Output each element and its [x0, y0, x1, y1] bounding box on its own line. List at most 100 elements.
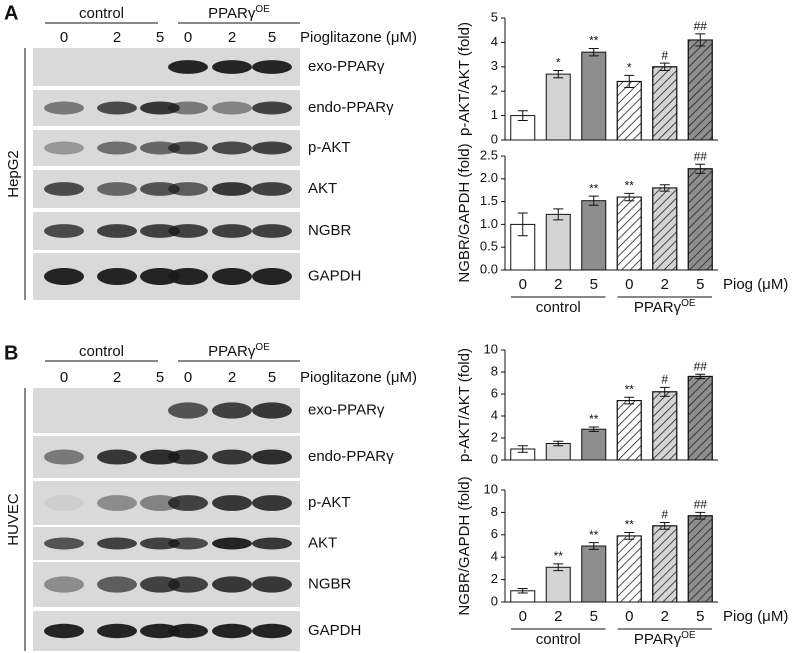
bar-hatch — [687, 515, 713, 603]
y-tick-label: 2.5 — [480, 147, 498, 162]
x-tick-label: 2 — [554, 608, 562, 625]
y-tick-label: 1.0 — [480, 216, 498, 231]
x-tick-label: 2 — [554, 276, 562, 293]
blot-band — [97, 576, 137, 593]
bar-hatch — [687, 168, 713, 271]
row-label: p-AKT — [308, 494, 351, 511]
blot-band — [140, 449, 180, 465]
blot-band — [44, 268, 84, 285]
row-label: endo-PPARγ — [308, 448, 394, 465]
group-sup: OE — [681, 630, 696, 641]
lane-label: 0 — [60, 369, 68, 386]
x-tick-label: 0 — [625, 608, 633, 625]
row-label: GAPDH — [308, 622, 361, 639]
y-axis-label: NGBR/GAPDH (fold) — [456, 476, 473, 615]
error-bar — [588, 48, 599, 57]
error-bar — [553, 69, 564, 79]
blot-band — [168, 60, 208, 74]
lane-label: 5 — [156, 369, 164, 386]
x-tick-label: 5 — [696, 276, 704, 293]
y-tick-label: 4 — [491, 549, 498, 564]
significance: # — [661, 508, 668, 522]
bar-hatch — [616, 196, 642, 271]
significance: # — [661, 373, 668, 387]
blot-band — [44, 224, 84, 238]
blot-band — [44, 101, 84, 115]
lane-label: 5 — [156, 29, 164, 46]
row-label: AKT — [308, 180, 337, 197]
x-tick-label: 0 — [519, 276, 527, 293]
lane-label: 2 — [228, 369, 236, 386]
significance: ** — [625, 382, 635, 396]
group-name: control — [79, 5, 124, 22]
blot-band — [212, 182, 252, 196]
blot-band — [212, 224, 252, 238]
bar — [545, 213, 571, 271]
row-label: AKT — [308, 534, 337, 551]
y-axis-label: p-AKT/AKT (fold) — [456, 348, 473, 462]
blot-band — [140, 268, 180, 285]
bar — [545, 73, 571, 141]
error-bar — [695, 163, 706, 174]
x-tick-label: 5 — [590, 276, 598, 293]
significance: ** — [554, 549, 564, 563]
blot-band — [97, 101, 137, 115]
blot-band — [140, 576, 180, 593]
significance: ## — [694, 19, 708, 33]
blot-band — [97, 268, 137, 285]
error-bar — [624, 74, 635, 89]
bar-hatch — [652, 66, 678, 141]
row-label: p-AKT — [308, 139, 351, 156]
blot-band — [168, 268, 208, 285]
blot-band — [252, 101, 292, 115]
blot-band — [44, 449, 84, 465]
blot-band — [140, 537, 180, 550]
blot-band — [140, 101, 180, 115]
blot-band — [140, 182, 180, 196]
blot-band — [97, 141, 137, 155]
cell-line-label: HUVEC — [5, 493, 22, 546]
blot-band — [140, 141, 180, 155]
bar-hatch — [652, 187, 678, 271]
blot-band — [252, 182, 292, 196]
x-axis-label: Piog (μM) — [723, 276, 788, 293]
group-name: PPARγ — [634, 631, 682, 648]
blot-band — [44, 623, 84, 639]
blot-band — [168, 576, 208, 593]
significance: ## — [694, 498, 708, 512]
group-label: PPARγOE — [634, 298, 696, 316]
blot-band — [168, 141, 208, 155]
error-bar — [517, 588, 528, 594]
blot-band — [140, 495, 180, 511]
row-label: NGBR — [308, 575, 352, 592]
bar-hatch — [616, 400, 642, 461]
blot-band — [44, 141, 84, 155]
blot-band — [168, 224, 208, 238]
cell-line-label: HepG2 — [5, 150, 22, 198]
x-axis-label: Piog (μM) — [723, 608, 788, 625]
blot-band — [168, 182, 208, 196]
treatment-label: Pioglitazone (μM) — [300, 369, 417, 386]
blot-band — [212, 576, 252, 593]
significance: ** — [589, 34, 599, 48]
blot-band — [97, 224, 137, 238]
error-bar — [624, 396, 635, 405]
blot-band — [97, 449, 137, 465]
row-label: endo-PPARγ — [308, 99, 394, 116]
error-bar — [695, 373, 706, 380]
significance: ** — [625, 179, 635, 193]
error-bar — [588, 542, 599, 550]
blot-band — [212, 268, 252, 285]
x-tick-label: 2 — [661, 276, 669, 293]
blot-band — [252, 402, 292, 419]
group-label: PPARγOE — [208, 4, 270, 22]
y-tick-label: 0 — [491, 131, 498, 146]
blot-band — [97, 623, 137, 639]
lane-label: 0 — [184, 369, 192, 386]
error-bar — [517, 110, 528, 121]
group-label: PPARγOE — [208, 342, 270, 360]
bar-hatch — [652, 525, 678, 603]
bar — [581, 51, 607, 141]
blot-band — [252, 224, 292, 238]
row-label: GAPDH — [308, 267, 361, 284]
